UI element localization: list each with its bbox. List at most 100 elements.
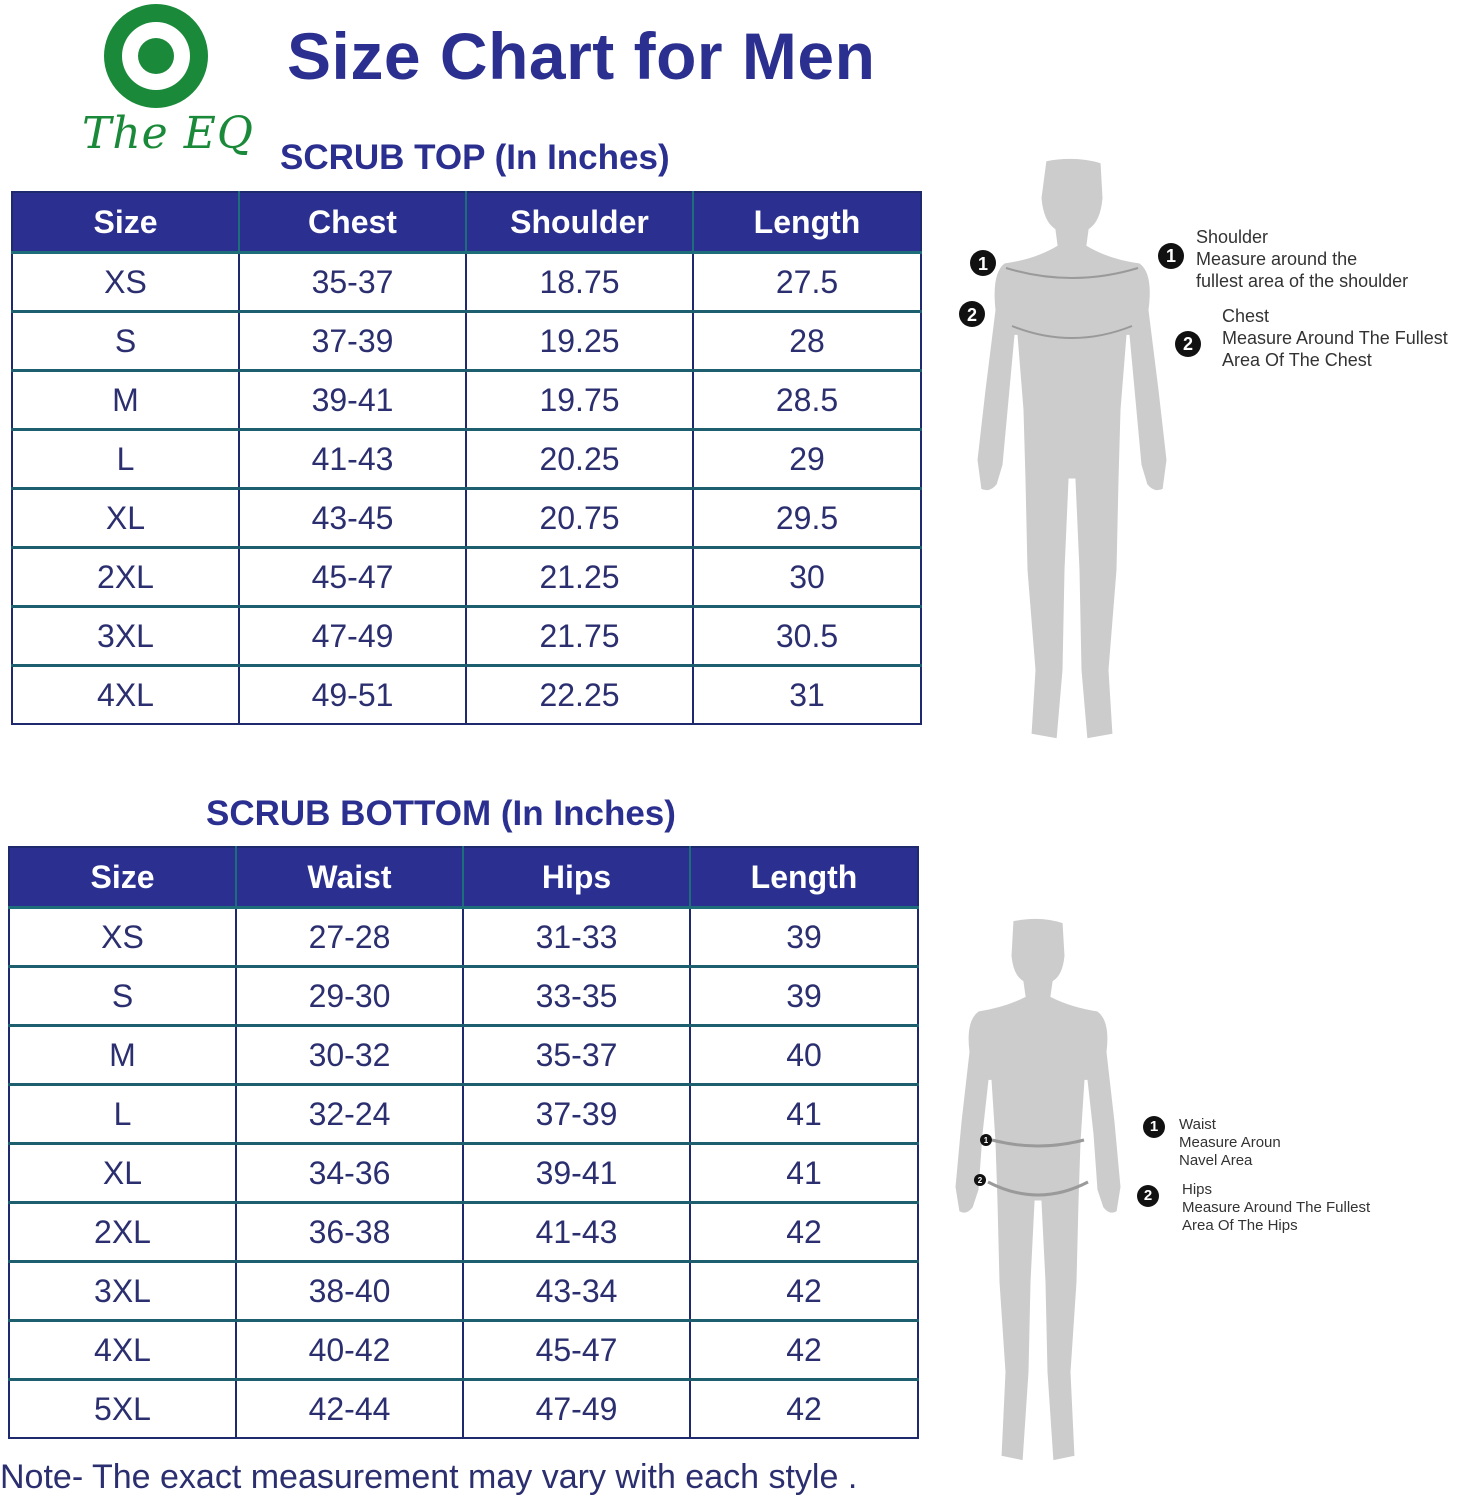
cell-length: 28: [693, 311, 922, 372]
cell-chest: 37-39: [239, 311, 467, 372]
callout-badge: 2: [1137, 1185, 1159, 1207]
table-row: 2XL 36-38 41-43 42: [9, 1202, 919, 1263]
cell-waist: 29-30: [236, 966, 464, 1027]
table-row: 4XL 49-51 22.25 31: [12, 665, 922, 725]
cell-size: XS: [12, 252, 240, 313]
cell-chest: 47-49: [239, 606, 467, 667]
cell-size: S: [9, 966, 237, 1027]
cell-size: 4XL: [12, 665, 240, 725]
cell-shoulder: 18.75: [466, 252, 694, 313]
table-row: 2XL 45-47 21.25 30: [12, 547, 922, 608]
header-length: Length: [690, 847, 918, 909]
cell-length: 30: [693, 547, 922, 608]
header-length: Length: [693, 192, 921, 254]
table-row: L 32-24 37-39 41: [9, 1084, 919, 1145]
cell-shoulder: 21.75: [466, 606, 694, 667]
marker-badge-1: [970, 250, 996, 276]
cell-hips: 31-33: [463, 907, 691, 968]
cell-waist: 32-24: [236, 1084, 464, 1145]
table-row: S 37-39 19.25 28: [12, 311, 922, 372]
cell-size: M: [12, 370, 240, 431]
cell-length: 42: [690, 1320, 919, 1381]
cell-chest: 49-51: [239, 665, 467, 725]
cell-hips: 41-43: [463, 1202, 691, 1263]
cell-hips: 33-35: [463, 966, 691, 1027]
cell-size: 5XL: [9, 1379, 237, 1439]
scrub-top-size-table: Size Chest Shoulder Length XS 35-37 18.75 2…: [11, 191, 922, 725]
cell-size: S: [12, 311, 240, 372]
cell-hips: 39-41: [463, 1143, 691, 1204]
cell-chest: 35-37: [239, 252, 467, 313]
cell-size: 4XL: [9, 1320, 237, 1381]
chest-measure-line: [1011, 325, 1133, 339]
cell-waist: 27-28: [236, 907, 464, 968]
table-row: XS 35-37 18.75 27.5: [12, 252, 922, 313]
table-row: XS 27-28 31-33 39: [9, 907, 919, 968]
cell-length: 39: [690, 966, 919, 1027]
cell-shoulder: 20.75: [466, 488, 694, 549]
table-row: 5XL 42-44 47-49 42: [9, 1379, 919, 1439]
cell-waist: 36-38: [236, 1202, 464, 1263]
mannequin-silhouette: [952, 915, 1124, 1464]
callout-badge: 2: [1175, 331, 1201, 357]
callout-line: Measure Aroun: [1179, 1134, 1281, 1151]
cell-waist: 38-40: [236, 1261, 464, 1322]
marker-number-2: 2: [978, 1176, 983, 1185]
cell-hips: 45-47: [463, 1320, 691, 1381]
logo-inner-dot: [138, 38, 174, 74]
callout-title: Hips: [1182, 1181, 1213, 1198]
cell-hips: 43-34: [463, 1261, 691, 1322]
callout-title: Chest: [1222, 306, 1270, 326]
header-chest: Chest: [239, 192, 467, 254]
header-waist: Waist: [236, 847, 464, 909]
cell-length: 31: [693, 665, 922, 725]
cell-waist: 30-32: [236, 1025, 464, 1086]
marker-badge-2: [974, 1174, 986, 1186]
cell-size: XS: [9, 907, 237, 968]
marker-number-1: 1: [978, 254, 988, 274]
table-row: 3XL 38-40 43-34 42: [9, 1261, 919, 1322]
cell-size: XL: [12, 488, 240, 549]
cell-size: XL: [9, 1143, 237, 1204]
cell-length: 30.5: [693, 606, 922, 667]
shoulder-measure-line: [1005, 267, 1139, 279]
cell-chest: 39-41: [239, 370, 467, 431]
cell-length: 40: [690, 1025, 919, 1086]
cell-hips: 37-39: [463, 1084, 691, 1145]
body-figure-bottom: 1 2: [952, 915, 1124, 1464]
cell-length: 29.5: [693, 488, 922, 549]
top-table-title: SCRUB TOP (In Inches): [280, 138, 670, 177]
mannequin-silhouette: [974, 155, 1170, 742]
cell-length: 39: [690, 907, 919, 968]
cell-length: 29: [693, 429, 922, 490]
footnote: Note- The exact measurement may vary wit…: [0, 1458, 858, 1496]
cell-length: 42: [690, 1379, 919, 1439]
table-row: L 41-43 20.25 29: [12, 429, 922, 490]
cell-chest: 43-45: [239, 488, 467, 549]
cell-chest: 45-47: [239, 547, 467, 608]
table-row: 4XL 40-42 45-47 42: [9, 1320, 919, 1381]
cell-chest: 41-43: [239, 429, 467, 490]
cell-hips: 35-37: [463, 1025, 691, 1086]
callout-line: Navel Area: [1179, 1152, 1253, 1169]
callout-line: Area Of The Chest: [1222, 350, 1372, 370]
callout-title: Shoulder: [1196, 227, 1269, 247]
callout-line: Area Of The Hips: [1182, 1217, 1298, 1234]
header-shoulder: Shoulder: [466, 192, 694, 254]
callout-line: Measure around the: [1196, 249, 1358, 269]
marker-badge-2: [959, 301, 985, 327]
cell-size: L: [9, 1084, 237, 1145]
cell-waist: 42-44: [236, 1379, 464, 1439]
cell-hips: 47-49: [463, 1379, 691, 1439]
cell-waist: 40-42: [236, 1320, 464, 1381]
page-title: Size Chart for Men: [287, 19, 876, 93]
cell-size: 2XL: [9, 1202, 237, 1263]
cell-length: 27.5: [693, 252, 922, 313]
callout-line: Measure Around The Fullest: [1182, 1199, 1371, 1216]
cell-length: 42: [690, 1202, 919, 1263]
cell-size: M: [9, 1025, 237, 1086]
marker-number-1: 1: [984, 1136, 989, 1145]
cell-waist: 34-36: [236, 1143, 464, 1204]
table-row: S 29-30 33-35 39: [9, 966, 919, 1027]
header-size: Size: [9, 847, 237, 909]
